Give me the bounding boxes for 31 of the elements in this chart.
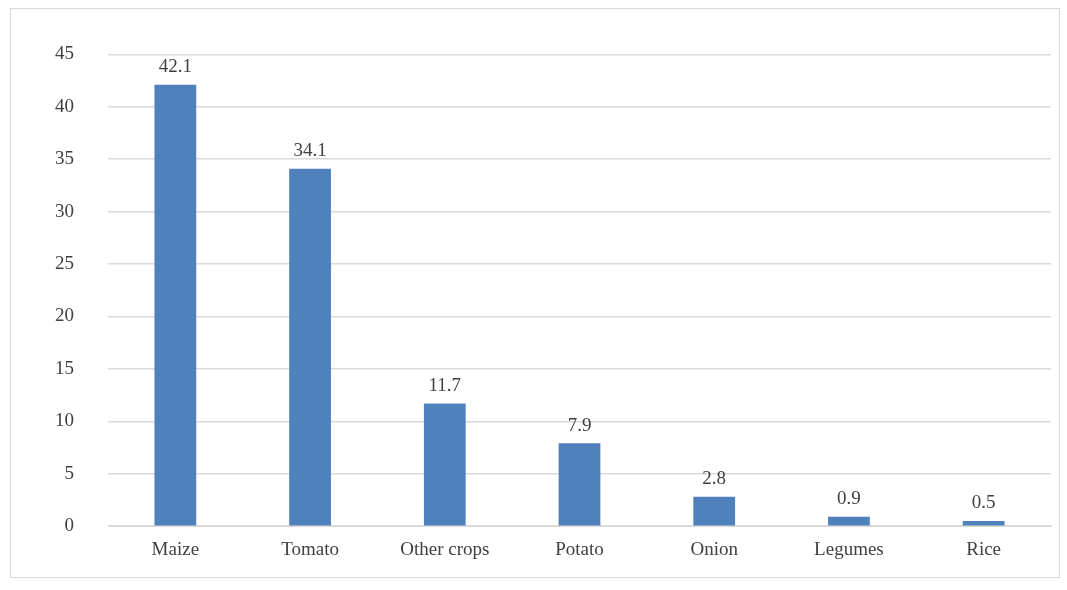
data-label: 2.8 — [702, 467, 727, 489]
x-tick-label: Maize — [151, 537, 200, 559]
x-tick-label: Tomato — [281, 537, 339, 559]
y-tick-label: 0 — [64, 514, 74, 536]
x-tick-label: Onion — [690, 537, 739, 559]
x-tick-label: Rice — [966, 537, 1002, 559]
data-label: 0.5 — [971, 491, 996, 513]
chart-frame: Maize Tomato Other crops Potato Onion Legumes Rice 0 5 10 15 20 25 30 35 40 45 42.1 34.1 11.7 7.9 2.8 0.9 0.5 — [10, 8, 1060, 578]
x-tick-label: Potato — [555, 537, 604, 559]
data-label: 42.1 — [158, 55, 192, 77]
x-tick-label: Other crops — [400, 537, 490, 559]
x-tick-label: Legumes — [814, 537, 884, 559]
y-tick-label: 30 — [55, 199, 74, 221]
bar — [693, 496, 736, 526]
bar — [423, 403, 466, 526]
data-label: 11.7 — [428, 374, 462, 396]
data-label: 0.9 — [837, 487, 861, 509]
y-tick-label: 35 — [55, 147, 74, 169]
y-tick-label: 25 — [55, 252, 74, 274]
bar — [558, 443, 601, 526]
bar — [154, 84, 197, 526]
y-tick-label: 20 — [55, 304, 74, 326]
data-label: 7.9 — [567, 413, 592, 435]
y-tick-label: 5 — [64, 461, 74, 483]
y-tick-label: 10 — [55, 409, 74, 431]
y-tick-label: 15 — [55, 356, 74, 378]
y-tick-label: 40 — [55, 94, 74, 116]
bar — [828, 516, 870, 526]
data-label: 34.1 — [293, 139, 327, 161]
bar — [289, 168, 331, 526]
y-tick-label: 45 — [55, 42, 74, 64]
